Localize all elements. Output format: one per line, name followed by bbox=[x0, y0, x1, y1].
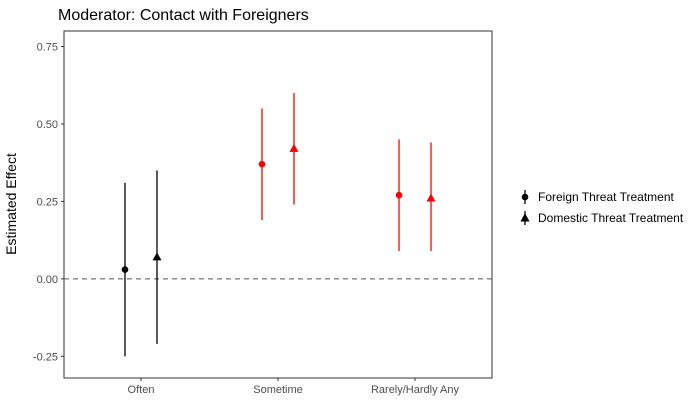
y-tick-label: -0.25 bbox=[33, 351, 58, 363]
legend-label: Domestic Threat Treatment bbox=[538, 211, 684, 225]
y-axis: -0.25 0.00 0.25 0.50 0.75 bbox=[33, 41, 64, 363]
legend-label: Foreign Threat Treatment bbox=[538, 190, 675, 204]
point-estimate-triangle bbox=[426, 193, 436, 202]
x-tick-label: Sometime bbox=[253, 384, 303, 396]
x-tick-label: Often bbox=[128, 384, 155, 396]
point-estimate-circle bbox=[258, 160, 266, 168]
x-tick-label: Rarely/Hardly Any bbox=[371, 384, 460, 396]
point-estimate-circle bbox=[395, 191, 403, 199]
legend-key-circle bbox=[521, 193, 529, 201]
point-estimate-triangle bbox=[289, 143, 299, 152]
legend-key-triangle bbox=[520, 213, 530, 222]
point-estimate-circle bbox=[121, 266, 129, 273]
y-tick-label: 0.25 bbox=[37, 196, 58, 208]
y-axis-label: Estimated Effect bbox=[3, 153, 19, 255]
y-tick-label: 0.50 bbox=[37, 119, 58, 131]
y-tick-label: 0.75 bbox=[37, 41, 58, 53]
legend: Foreign Threat Treatment Domestic Threat … bbox=[520, 190, 684, 225]
chart-title: Moderator: Contact with Foreigners bbox=[58, 7, 309, 24]
point-estimate-triangle bbox=[152, 252, 162, 261]
plot-panel bbox=[63, 30, 493, 379]
y-tick-label: 0.00 bbox=[37, 274, 58, 286]
data-marks bbox=[121, 92, 436, 357]
x-axis: Often Sometime Rarely/Hardly Any bbox=[128, 378, 460, 396]
